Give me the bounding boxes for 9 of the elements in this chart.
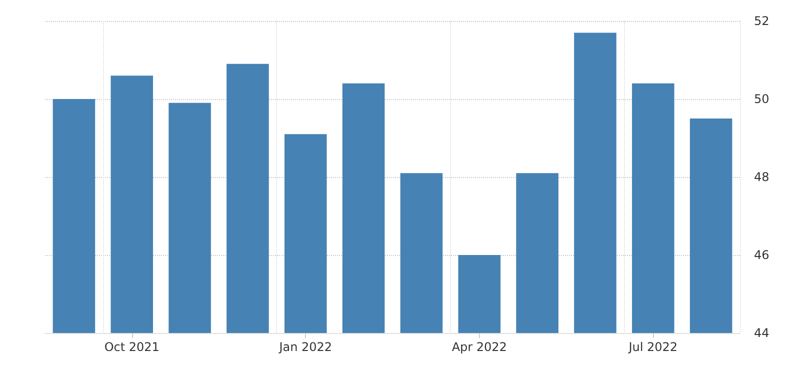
y-tick-label: 50 [754, 92, 770, 106]
x-tick-label: Jul 2022 [628, 340, 678, 354]
x-tick-label: Oct 2021 [104, 340, 160, 354]
x-tick-label: Jan 2022 [278, 340, 332, 354]
y-tick-label: 52 [754, 14, 770, 28]
y-tick-label: 44 [754, 326, 770, 340]
y-tick-label: 46 [754, 248, 770, 262]
x-tick-label: Apr 2022 [452, 340, 507, 354]
y-tick-label: 48 [754, 170, 770, 184]
